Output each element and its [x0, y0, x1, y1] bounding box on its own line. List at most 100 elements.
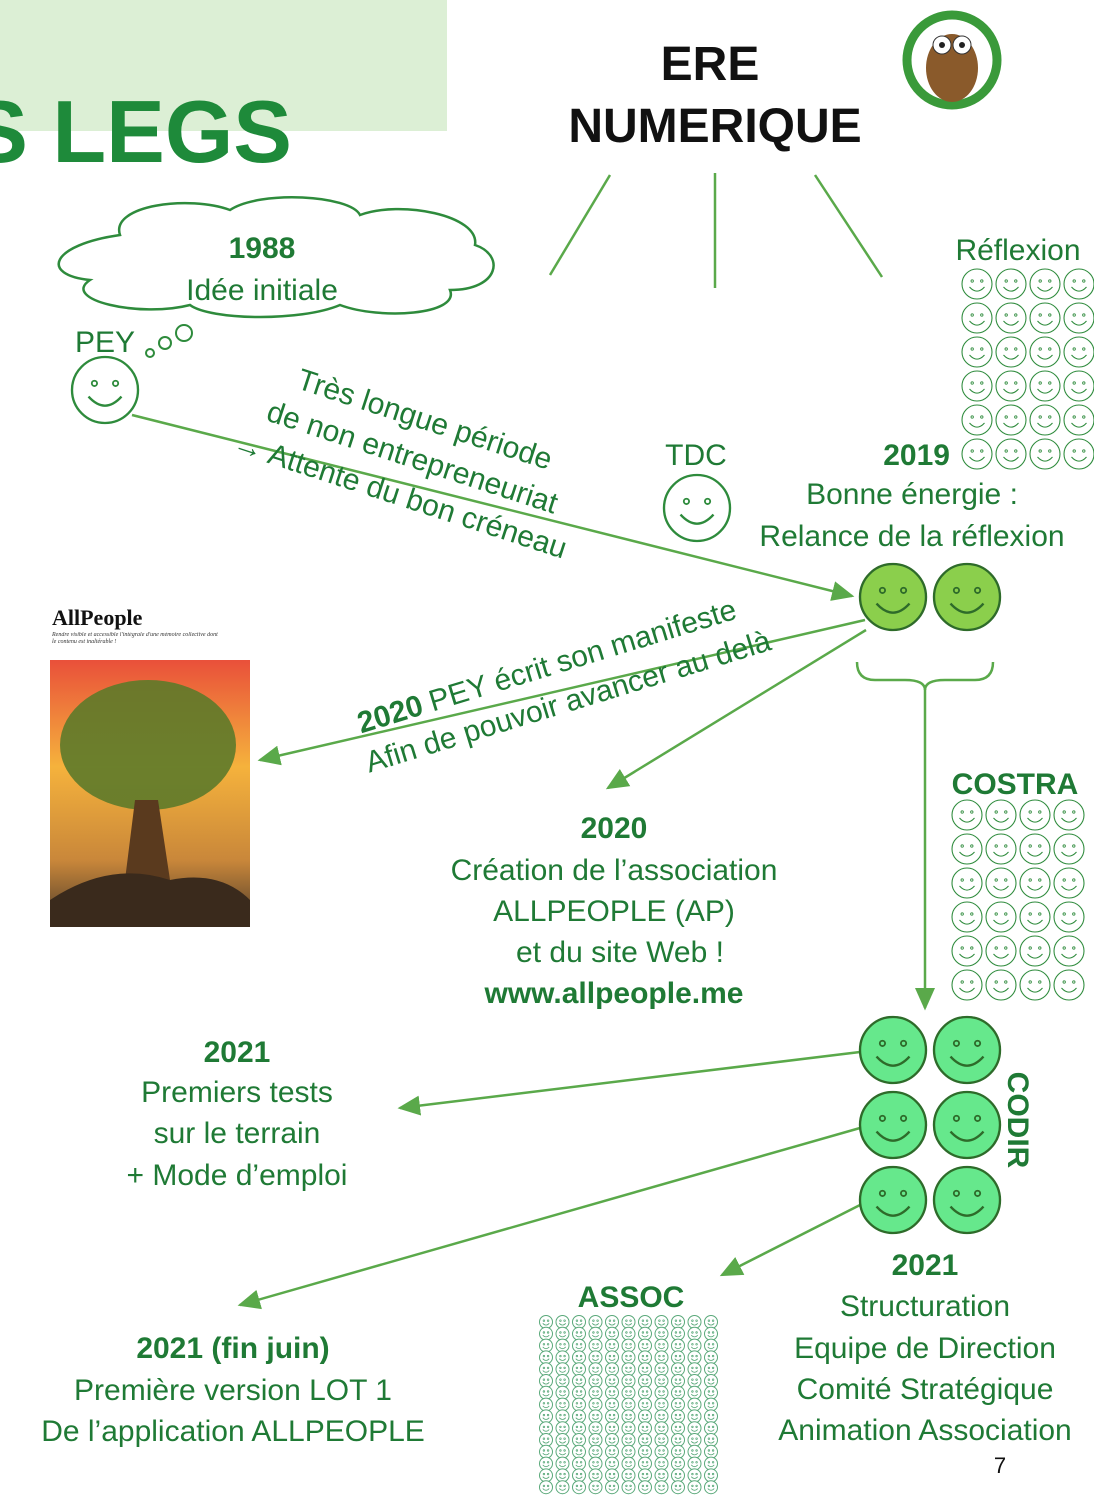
smiley-face	[996, 337, 1026, 367]
smiley	[1054, 902, 1084, 932]
label: Idée initiale	[186, 274, 338, 307]
smiley	[639, 1339, 652, 1352]
smiley-face	[655, 1327, 668, 1340]
smiley-face	[639, 1469, 652, 1482]
smiley-face	[1030, 269, 1060, 299]
smiley	[540, 1339, 553, 1352]
smiley	[688, 1410, 701, 1423]
smiley	[705, 1327, 718, 1340]
arrow	[722, 1205, 860, 1275]
smiley	[688, 1434, 701, 1447]
smiley	[622, 1398, 635, 1411]
smiley-face	[672, 1327, 685, 1340]
smiley-face	[688, 1339, 701, 1352]
smiley	[540, 1398, 553, 1411]
smiley	[672, 1410, 685, 1423]
label: CODIR	[1001, 1072, 1034, 1169]
smiley	[962, 337, 992, 367]
smiley-face	[556, 1422, 569, 1435]
smiley	[705, 1375, 718, 1388]
smiley-face	[1030, 371, 1060, 401]
smiley-face	[672, 1410, 685, 1423]
smiley	[672, 1363, 685, 1376]
smiley	[573, 1398, 586, 1411]
smiley-face	[622, 1445, 635, 1458]
smiley	[655, 1457, 668, 1470]
smiley	[672, 1434, 685, 1447]
smiley	[622, 1445, 635, 1458]
smiley-face	[672, 1469, 685, 1482]
smiley-face	[589, 1422, 602, 1435]
label: Réflexion	[955, 234, 1080, 267]
smiley-face	[672, 1434, 685, 1447]
smiley-face	[573, 1363, 586, 1376]
smiley	[540, 1316, 553, 1329]
smiley-face	[996, 303, 1026, 333]
label: ASSOC	[578, 1281, 685, 1314]
smiley-face	[556, 1469, 569, 1482]
smiley-face	[639, 1351, 652, 1364]
smiley-face	[622, 1339, 635, 1352]
smiley-face	[672, 1481, 685, 1494]
smiley	[589, 1398, 602, 1411]
smiley	[705, 1445, 718, 1458]
smiley	[573, 1481, 586, 1494]
label: Création de l’association	[451, 854, 778, 887]
smiley	[639, 1481, 652, 1494]
smiley-face	[1020, 868, 1050, 898]
smiley-face	[1064, 303, 1094, 333]
smiley-face	[655, 1422, 668, 1435]
smiley	[688, 1339, 701, 1352]
smiley	[573, 1434, 586, 1447]
smiley	[688, 1457, 701, 1470]
smiley	[1020, 936, 1050, 966]
smiley-face	[934, 564, 1000, 630]
smiley-face	[606, 1316, 619, 1329]
smiley-face	[688, 1327, 701, 1340]
smiley-face	[655, 1410, 668, 1423]
label: et du site Web !	[516, 936, 724, 969]
smiley	[589, 1445, 602, 1458]
smiley-face	[688, 1316, 701, 1329]
smiley-face	[606, 1422, 619, 1435]
smiley	[986, 936, 1016, 966]
smiley-face	[1054, 936, 1084, 966]
smiley-face	[556, 1351, 569, 1364]
smiley	[606, 1445, 619, 1458]
smiley	[606, 1457, 619, 1470]
smiley	[860, 564, 926, 630]
smiley-face	[540, 1469, 553, 1482]
smiley	[606, 1469, 619, 1482]
smiley	[622, 1434, 635, 1447]
smiley-face	[573, 1398, 586, 1411]
smiley-face	[705, 1445, 718, 1458]
label: PEY	[75, 326, 135, 359]
smiley-face	[1054, 868, 1084, 898]
smiley-face	[705, 1351, 718, 1364]
smiley-face	[639, 1386, 652, 1399]
smiley-face	[672, 1398, 685, 1411]
smiley-face	[1064, 439, 1094, 469]
label: Premiers tests	[141, 1076, 333, 1109]
smiley	[540, 1386, 553, 1399]
smiley-face	[655, 1398, 668, 1411]
smiley-face	[622, 1327, 635, 1340]
smiley-face	[705, 1457, 718, 1470]
label: De l’application ALLPEOPLE	[41, 1415, 425, 1448]
year: 1988	[229, 232, 296, 265]
thought-bubble	[146, 349, 154, 357]
smiley	[688, 1469, 701, 1482]
smiley	[556, 1316, 569, 1329]
smiley	[573, 1386, 586, 1399]
smiley-face	[639, 1481, 652, 1494]
smiley-face	[606, 1469, 619, 1482]
smiley-face	[655, 1386, 668, 1399]
smiley	[622, 1339, 635, 1352]
smiley-face	[639, 1316, 652, 1329]
smiley	[573, 1457, 586, 1470]
smiley-face	[540, 1386, 553, 1399]
smiley-face	[556, 1398, 569, 1411]
smiley	[655, 1434, 668, 1447]
smiley-face	[986, 834, 1016, 864]
smiley-face	[556, 1316, 569, 1329]
